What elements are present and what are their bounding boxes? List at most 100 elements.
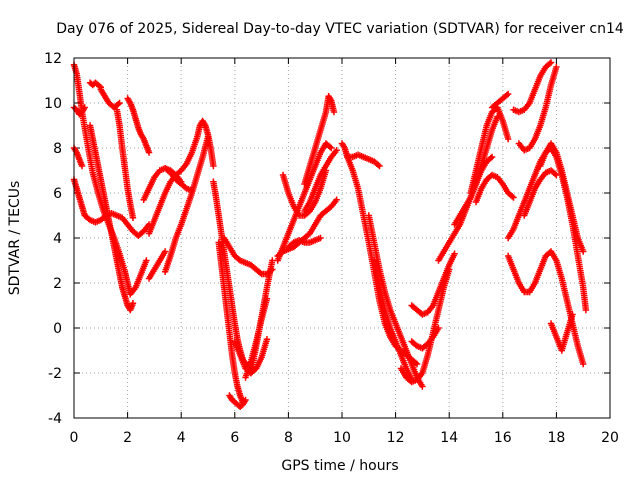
- y-tick-label: 10: [44, 96, 62, 112]
- data-point: [504, 135, 512, 143]
- data-point: [553, 63, 560, 71]
- data-point: [263, 336, 271, 343]
- data-point: [116, 99, 123, 107]
- series-sat-x: [301, 93, 338, 188]
- y-tick-label: -4: [48, 411, 62, 427]
- data-point: [547, 59, 555, 66]
- y-tick-label: 0: [53, 321, 62, 337]
- series-sat-f: [97, 86, 123, 111]
- data-point: [546, 60, 553, 67]
- y-tick-label: 4: [53, 231, 62, 247]
- data-point: [487, 154, 494, 162]
- series-sat-u: [247, 257, 276, 377]
- series-sat-al: [472, 171, 517, 206]
- chart-title: Day 076 of 2025, Sidereal Day-to-day VTE…: [56, 21, 624, 37]
- data-point: [317, 234, 324, 242]
- x-tick-labels: 0 2 4 6 8 10 12 14 16 18 20: [70, 430, 619, 446]
- data-point: [328, 144, 335, 152]
- data-point: [129, 214, 137, 221]
- y-tick-label: 2: [53, 276, 62, 292]
- plot-frame: [73, 57, 611, 419]
- y-axis-label: SDTVAR / TECUs: [7, 181, 23, 296]
- data-point: [257, 269, 264, 277]
- series-sat-h: [113, 106, 137, 221]
- series-sat-aa: [301, 147, 340, 215]
- data-point: [78, 162, 86, 170]
- data-point: [333, 196, 340, 203]
- series-sat-ag: [408, 250, 458, 318]
- series-sat-ak: [467, 104, 512, 197]
- data-point: [451, 250, 458, 257]
- x-tick-label: 10: [333, 430, 351, 446]
- x-tick-label: 6: [230, 430, 239, 446]
- data-point: [580, 248, 587, 255]
- x-axis-label: GPS time / hours: [281, 458, 398, 474]
- series-sat-ad: [365, 212, 426, 390]
- data-point: [510, 194, 517, 201]
- data-point: [582, 306, 590, 314]
- series-sat-e: [86, 79, 104, 91]
- x-tick-label: 2: [123, 430, 132, 446]
- data-point: [81, 104, 88, 111]
- x-tick-label: 4: [177, 430, 186, 446]
- y-tick-label: 6: [53, 186, 62, 202]
- data-point: [419, 383, 426, 390]
- series-sat-z: [285, 234, 324, 251]
- series-sat-l: [161, 165, 196, 194]
- data-point: [143, 257, 150, 264]
- series-sat-p: [215, 239, 247, 406]
- data-point: [551, 170, 559, 178]
- data-points: [70, 59, 590, 410]
- data-point: [129, 300, 137, 307]
- series-sat-ao: [515, 63, 560, 154]
- series-sat-as: [547, 311, 576, 354]
- data-point: [374, 161, 382, 169]
- data-point: [435, 324, 442, 332]
- data-point: [376, 162, 383, 170]
- series-sat-q: [226, 392, 249, 410]
- series-sat-g: [86, 122, 137, 314]
- data-point: [412, 359, 419, 367]
- y-tick-label: 12: [44, 51, 62, 67]
- series-sat-am: [488, 90, 512, 111]
- data-point: [242, 396, 249, 404]
- series-sat-at: [521, 167, 560, 219]
- data-point: [204, 133, 212, 140]
- series-sat-aq: [504, 248, 587, 368]
- x-tick-label: 20: [601, 430, 619, 446]
- series-sat-ar: [537, 140, 587, 255]
- series-sat-an: [510, 59, 555, 116]
- series-sat-m: [161, 133, 212, 275]
- data-point: [504, 90, 512, 98]
- series-sat-v: [274, 140, 335, 264]
- data-point: [326, 143, 334, 151]
- series-sat-w: [279, 167, 330, 219]
- data-point: [580, 360, 587, 368]
- grid-lines: [74, 58, 610, 418]
- series-sat-ah: [408, 324, 442, 352]
- x-tick-label: 8: [284, 430, 293, 446]
- series-sat-ac: [344, 151, 383, 170]
- x-tick-label: 14: [440, 430, 458, 446]
- y-tick-label: -2: [48, 366, 62, 382]
- data-point: [210, 162, 217, 170]
- series-sat-b: [70, 176, 153, 239]
- y-tick-label: 8: [53, 141, 62, 157]
- y-tick-labels: -4 -2 0 2 4 6 8 10 12: [44, 51, 62, 427]
- x-tick-label: 12: [387, 430, 405, 446]
- series-sat-a: [70, 61, 150, 298]
- data-point: [333, 147, 340, 154]
- series-sat-d: [70, 144, 86, 170]
- data-point: [413, 360, 421, 368]
- series-sat-s: [231, 336, 271, 377]
- data-point: [269, 257, 276, 264]
- series-sat-c: [70, 104, 88, 118]
- x-tick-label: 0: [70, 430, 79, 446]
- x-tick-label: 18: [547, 430, 565, 446]
- series-sat-ab: [338, 140, 421, 368]
- data-point: [96, 82, 103, 90]
- data-point: [115, 100, 122, 108]
- data-point: [330, 108, 338, 116]
- data-point: [488, 153, 496, 161]
